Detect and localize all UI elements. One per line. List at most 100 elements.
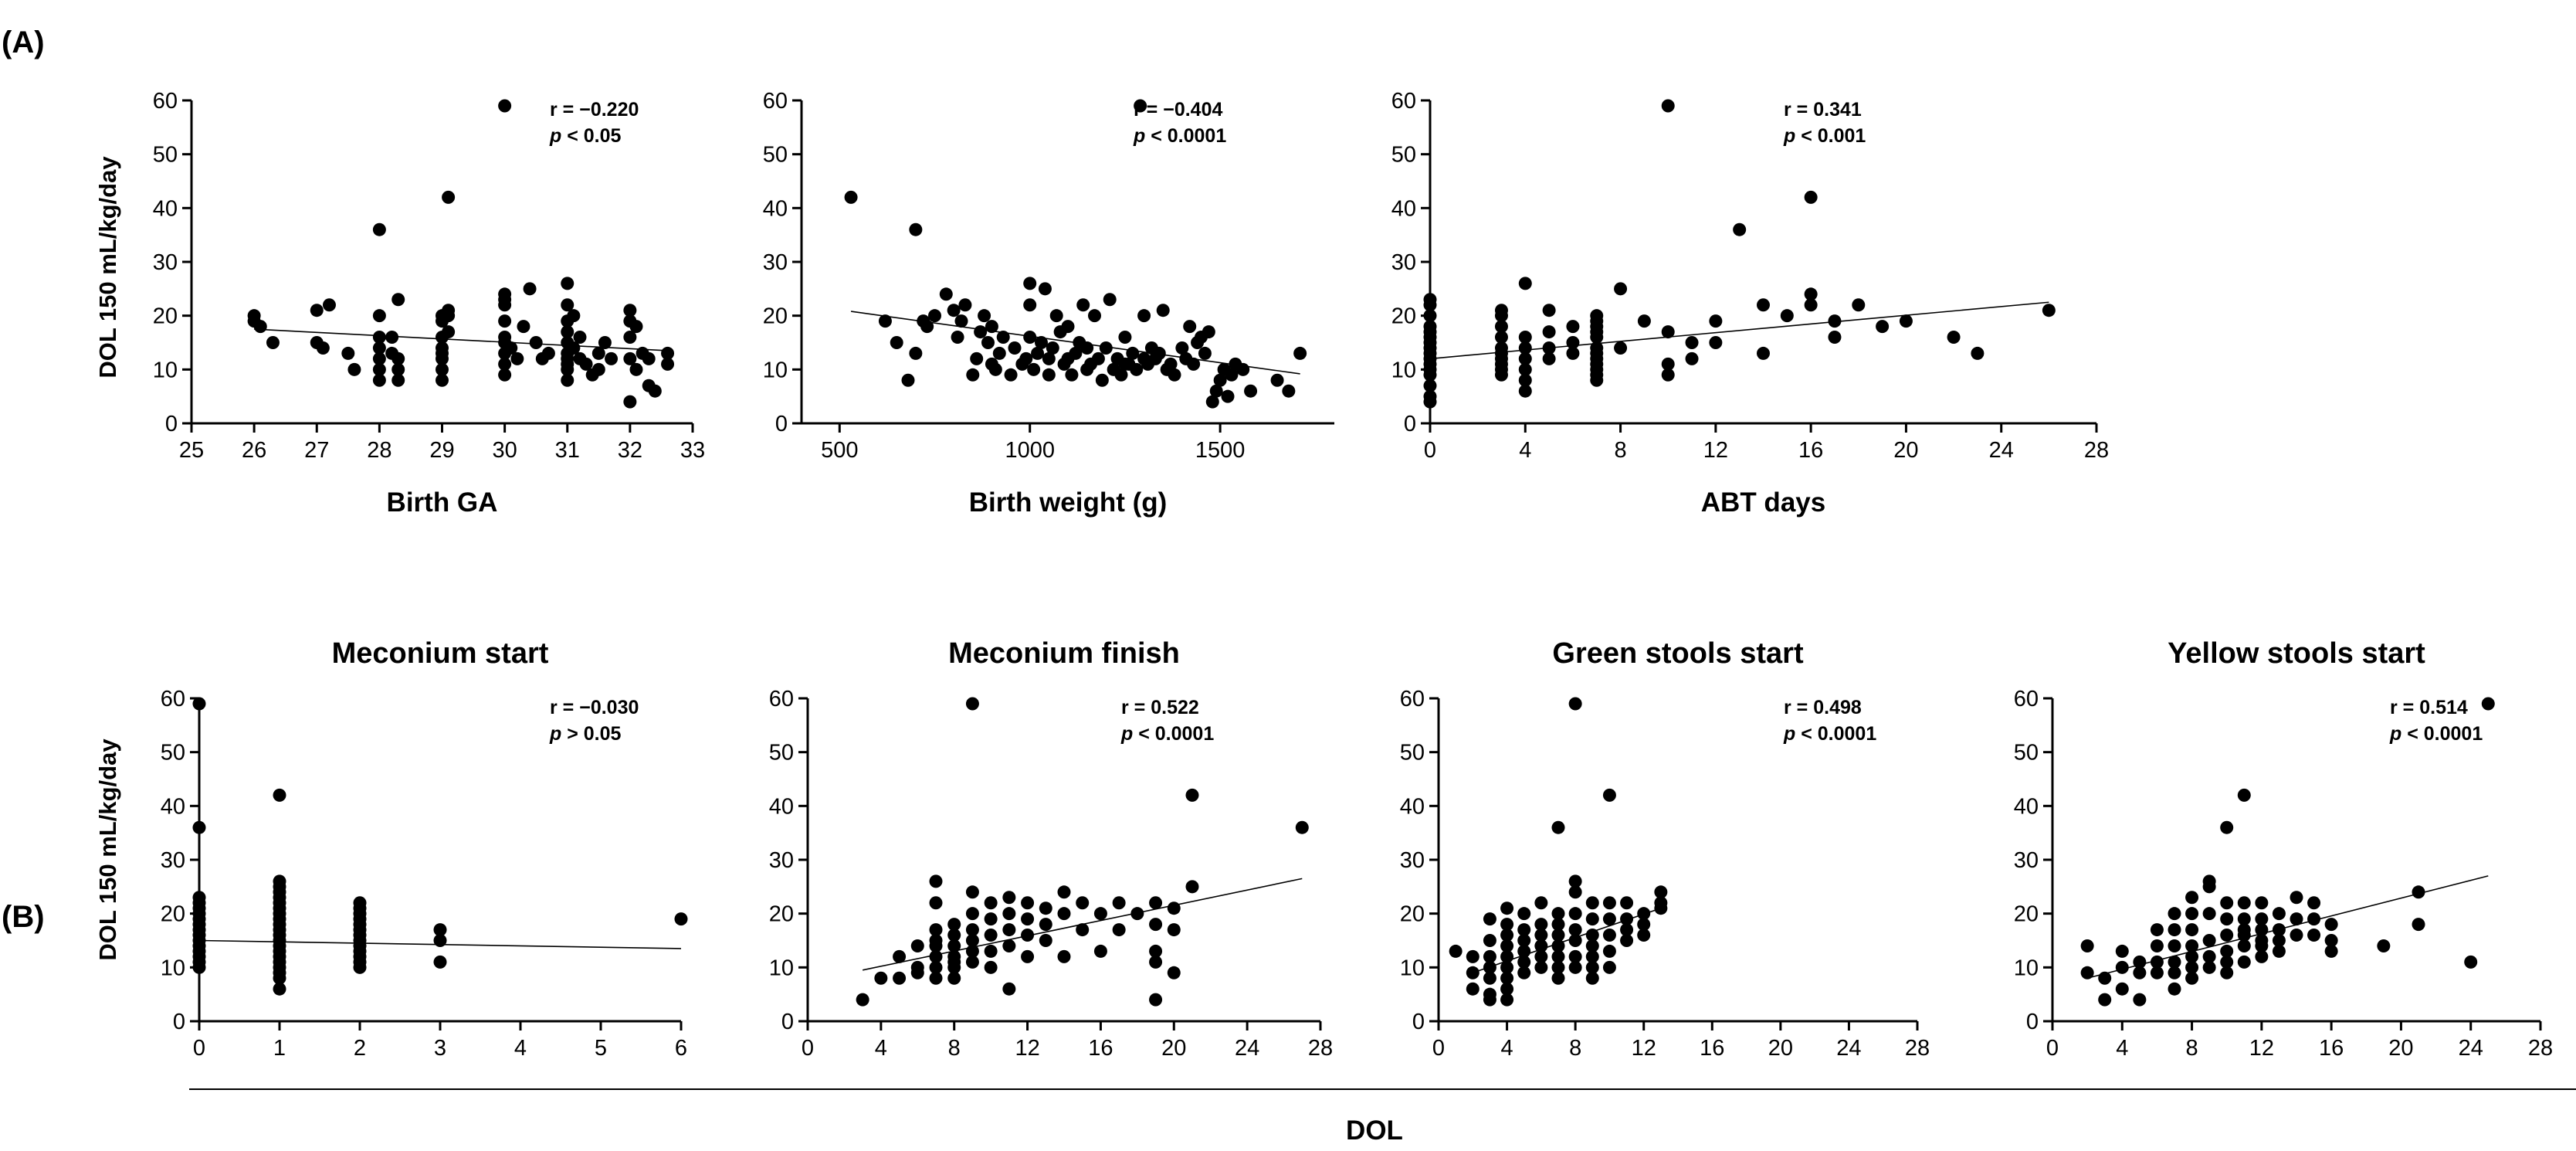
data-point xyxy=(1534,918,1548,932)
data-point xyxy=(442,309,456,323)
y-tick-label: 10 xyxy=(161,956,185,980)
data-point xyxy=(2272,907,2286,921)
stat-p-threshold: < 0.0001 xyxy=(1133,723,1214,745)
data-point xyxy=(970,351,984,365)
data-point xyxy=(1021,929,1035,942)
x-tick-label: 24 xyxy=(1989,438,2014,463)
chart-a3: 0 10 20 30 40 50 60 0 4 8 12 16 20 24 28 ABT days r = 0.… xyxy=(1391,89,2109,518)
data-point xyxy=(1500,960,1514,974)
data-point xyxy=(442,325,456,339)
data-point xyxy=(1168,368,1181,382)
x-tick-label: 0 xyxy=(1432,1036,1445,1061)
data-point xyxy=(2185,923,2199,937)
data-point xyxy=(253,320,267,334)
data-point xyxy=(1019,351,1033,365)
data-point xyxy=(1518,331,1532,345)
data-point xyxy=(1002,891,1016,905)
data-point xyxy=(1551,907,1565,921)
data-point xyxy=(1551,939,1565,952)
chart-a2: 0 10 20 30 40 50 60 500 1000 1500 Birth weight (g)… xyxy=(763,89,1334,518)
data-point xyxy=(901,373,915,387)
x-tick-label: 25 xyxy=(179,438,204,463)
data-point xyxy=(2255,939,2269,952)
data-point xyxy=(1027,362,1041,376)
stat-r-value: r = 0.341 xyxy=(1784,99,1862,121)
data-point xyxy=(2324,944,2338,958)
data-point xyxy=(1568,697,1582,711)
data-point xyxy=(1021,949,1035,963)
data-point xyxy=(1566,320,1580,334)
data-point xyxy=(1095,373,1109,387)
x-tick-label: 1000 xyxy=(1005,438,1055,463)
y-tick-label: 30 xyxy=(161,848,185,873)
y-tick-label: 10 xyxy=(769,956,794,980)
y-tick-label: 20 xyxy=(153,304,178,329)
x-tick-label: 3 xyxy=(434,1036,446,1061)
data-point xyxy=(947,304,961,317)
data-point xyxy=(2133,966,2147,980)
data-point xyxy=(1568,923,1582,937)
data-point xyxy=(561,362,575,376)
data-point xyxy=(1568,885,1582,899)
chart-b3: 0 10 20 30 40 50 60 0 4 8 12 16 20 24 28 Green stools s… xyxy=(1400,637,1930,1061)
chart-a1: 0 10 20 30 40 50 60 25 26 27 28 29 30 31 32 33 Birth GA r… xyxy=(153,89,705,518)
x-tick-label: 28 xyxy=(1905,1036,1930,1061)
data-point xyxy=(1205,395,1219,409)
data-point xyxy=(629,320,643,334)
y-tick-label: 10 xyxy=(2014,956,2039,980)
data-point xyxy=(1035,336,1048,349)
data-point xyxy=(2220,944,2234,958)
data-point xyxy=(2168,966,2181,980)
data-point xyxy=(1002,939,1016,952)
x-tick-label: 16 xyxy=(1088,1036,1113,1061)
data-point xyxy=(1517,907,1531,921)
data-point xyxy=(498,357,512,371)
data-point xyxy=(2185,971,2199,985)
data-point xyxy=(1542,341,1556,355)
data-point xyxy=(1709,336,1723,349)
data-point xyxy=(951,331,964,345)
data-point xyxy=(1293,346,1307,360)
data-point xyxy=(2220,966,2234,980)
data-point xyxy=(1057,885,1071,899)
data-point xyxy=(591,362,605,376)
y-tick-label: 30 xyxy=(763,250,788,275)
data-point xyxy=(1551,918,1565,932)
stat-p-value: p < 0.0001 xyxy=(2389,723,2483,745)
data-point xyxy=(1517,923,1531,937)
data-point xyxy=(1620,934,1634,947)
data-point xyxy=(1500,939,1514,952)
data-point xyxy=(2202,960,2216,974)
data-point xyxy=(433,955,447,969)
stat-r-value: r = −0.030 xyxy=(550,697,639,718)
data-point xyxy=(1061,320,1075,334)
x-tick-label: 28 xyxy=(367,438,391,463)
data-point xyxy=(1568,949,1582,963)
data-point xyxy=(1149,955,1163,969)
data-point xyxy=(890,336,903,349)
data-point xyxy=(1602,788,1616,802)
data-point xyxy=(1542,351,1556,365)
data-point xyxy=(947,971,961,985)
data-point xyxy=(856,993,869,1007)
x-tick-label: 8 xyxy=(1569,1036,1581,1061)
data-point xyxy=(1852,298,1866,312)
data-point xyxy=(1004,368,1018,382)
data-point xyxy=(1134,99,1147,113)
data-point xyxy=(1494,320,1508,334)
data-point xyxy=(1202,325,1215,339)
y-tick-label: 20 xyxy=(769,902,794,927)
y-tick-label: 20 xyxy=(2014,902,2039,927)
data-point xyxy=(1236,362,1250,376)
data-point xyxy=(2185,891,2199,905)
data-point xyxy=(1551,971,1565,985)
data-point xyxy=(661,346,675,360)
y-tick-label: 20 xyxy=(763,304,788,329)
x-tick-label: 12 xyxy=(1015,1036,1039,1061)
chart-b1: 0 10 20 30 40 50 60 0 1 2 3 4 5 6 Meconium start r = −0… xyxy=(161,637,688,1061)
data-point xyxy=(1685,336,1699,349)
stat-r-value: r = 0.514 xyxy=(2390,697,2468,718)
data-point xyxy=(1244,384,1258,398)
x-tick-label: 16 xyxy=(2319,1036,2344,1061)
stat-r-value: r = 0.498 xyxy=(1784,697,1862,718)
